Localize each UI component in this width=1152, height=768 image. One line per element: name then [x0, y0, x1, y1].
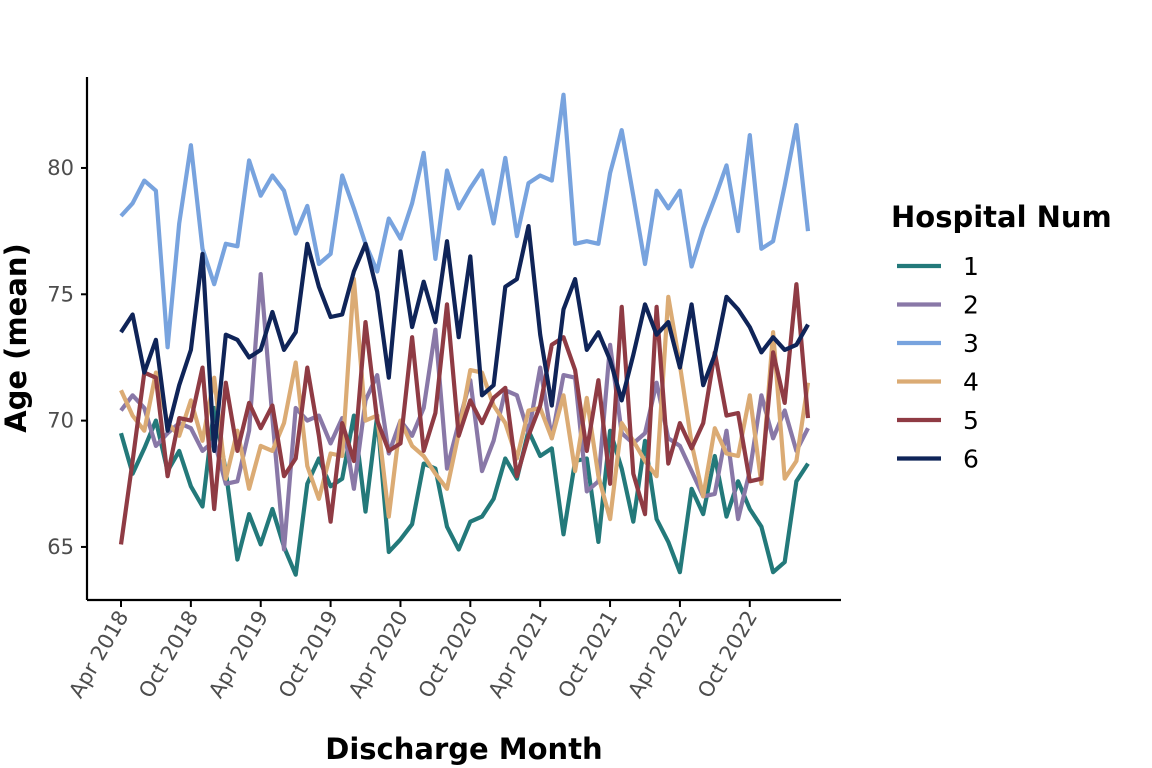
x-tick-label: Oct 2018 — [134, 607, 203, 703]
x-tick-label: Apr 2019 — [204, 607, 273, 703]
series-line-6 — [119, 224, 810, 453]
x-tick-label: Oct 2020 — [414, 607, 483, 703]
y-axis-ticks: 65 70 75 80 — [47, 156, 87, 559]
y-axis-title: Age (mean) — [0, 243, 33, 433]
legend-label-5: 5 — [963, 406, 979, 435]
legend-item-5: 5 — [897, 406, 979, 435]
x-axis-title: Discharge Month — [325, 732, 602, 766]
legend-item-3: 3 — [897, 329, 979, 358]
y-tick-label: 65 — [47, 535, 74, 559]
legend-label-1: 1 — [963, 252, 979, 281]
x-tick-label: Oct 2019 — [274, 607, 343, 703]
x-axis-ticks: Apr 2018 Oct 2018 Apr 2019 Oct 2019 Apr 2020… — [64, 600, 762, 702]
series-line-5 — [118, 282, 811, 545]
legend-item-1: 1 — [897, 252, 979, 281]
legend-label-3: 3 — [963, 329, 979, 358]
y-tick-label: 80 — [47, 156, 74, 180]
legend-item-4: 4 — [897, 368, 979, 397]
x-tick-label: Apr 2021 — [484, 607, 553, 703]
legend-item-2: 2 — [897, 291, 979, 320]
series-lines — [118, 92, 811, 577]
x-tick-label: Apr 2018 — [64, 607, 133, 703]
x-tick-label: Oct 2021 — [553, 607, 622, 703]
y-tick-label: 70 — [47, 409, 74, 433]
legend-label-4: 4 — [963, 368, 979, 397]
legend-label-6: 6 — [963, 445, 979, 474]
x-tick-label: Apr 2022 — [623, 607, 692, 703]
x-tick-label: Apr 2020 — [344, 607, 413, 703]
legend: 1 2 3 4 5 6 — [897, 252, 979, 474]
series-line-3 — [119, 92, 811, 350]
legend-item-6: 6 — [897, 445, 979, 474]
legend-label-2: 2 — [963, 291, 979, 320]
x-tick-label: Oct 2022 — [693, 607, 762, 703]
series-line-1 — [118, 405, 810, 577]
legend-title: Hospital Num — [891, 200, 1112, 234]
y-tick-label: 75 — [47, 282, 74, 306]
